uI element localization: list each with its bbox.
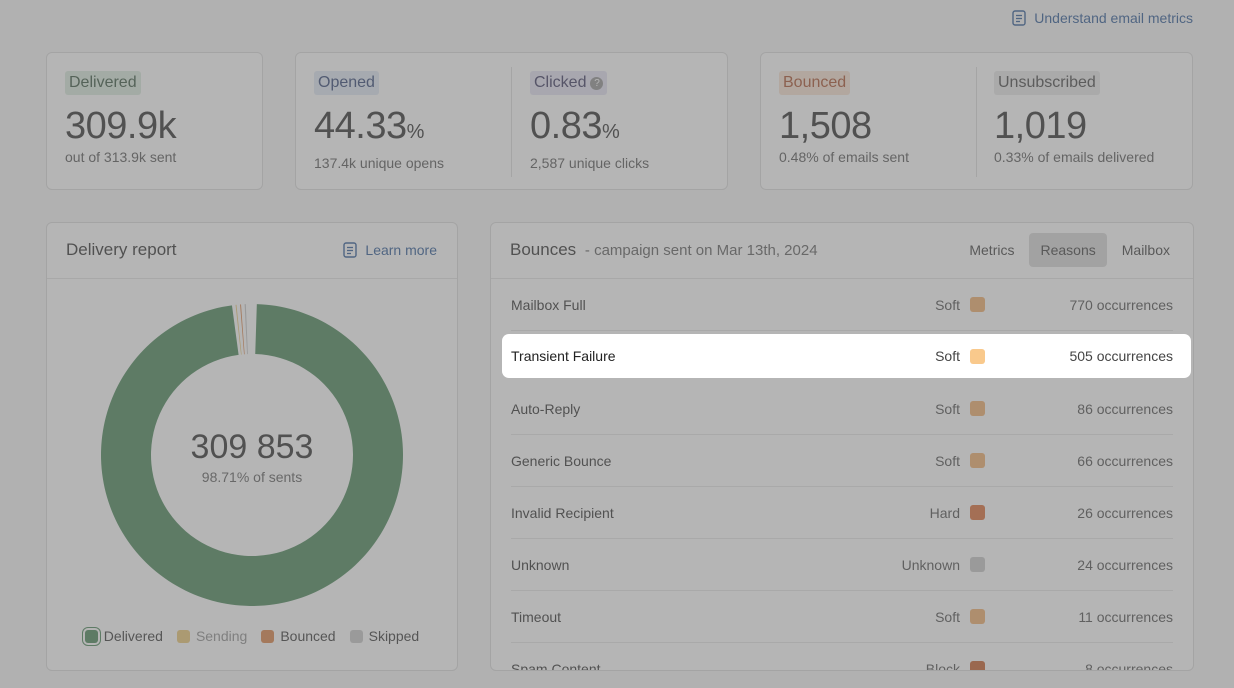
table-row[interactable]: Unknown Unknown 24 occurrences: [511, 539, 1173, 591]
bounces-header: Bounces - campaign sent on Mar 13th, 202…: [491, 223, 1193, 279]
row-reason: Timeout: [511, 608, 562, 625]
legend-label: Bounced: [280, 628, 336, 644]
delivery-report-panel: Delivery report Learn more 309 853 98.71…: [46, 222, 458, 671]
legend-item-delivered[interactable]: Delivered: [84, 628, 163, 644]
row-reason: Generic Bounce: [511, 452, 612, 469]
bounces-tabs: Metrics Reasons Mailbox: [958, 233, 1181, 267]
unsubscribed-value: 1,019: [994, 105, 1087, 147]
divider: [511, 67, 512, 177]
unsubscribed-sub: 0.33% of emails delivered: [994, 149, 1155, 165]
understand-metrics-label: Understand email metrics: [1034, 10, 1193, 26]
bounced-value: 1,508: [779, 105, 872, 147]
row-count: 8 occurrences: [1085, 660, 1173, 671]
legend-label: Sending: [195, 628, 248, 644]
delivered-sub: out of 313.9k sent: [65, 149, 177, 165]
row-reason: Mailbox Full: [511, 296, 586, 313]
table-row[interactable]: Spam Content Block 8 occurrences: [511, 643, 1173, 671]
row-reason: Transient Failure: [511, 348, 616, 364]
tab-reasons[interactable]: Reasons: [1029, 233, 1107, 267]
row-type-swatch: [970, 348, 985, 364]
bounces-subtitle: - campaign sent on Mar 13th, 2024: [584, 242, 818, 259]
row-type-swatch: [970, 401, 985, 416]
row-reason: Auto-Reply: [511, 400, 581, 417]
bounces-panel: Bounces - campaign sent on Mar 13th, 202…: [490, 222, 1194, 671]
row-count: 26 occurrences: [1077, 504, 1173, 521]
document-icon: [1012, 10, 1026, 26]
row-reason: Unknown: [511, 556, 570, 573]
row-type: Hard: [929, 504, 960, 521]
clicked-badge: Clicked?: [530, 71, 608, 95]
bounced-badge: Bounced: [779, 71, 851, 95]
row-count: 86 occurrences: [1077, 400, 1173, 417]
understand-metrics-link[interactable]: Understand email metrics: [1012, 10, 1193, 26]
donut-center-value: 309 853: [190, 428, 314, 466]
chart-legend: Delivered Sending Bounced Skipped: [47, 628, 457, 644]
legend-swatch: [261, 629, 275, 643]
clicked-value: 0.83%: [530, 105, 620, 147]
delivered-card: Delivered 309.9k out of 313.9k sent: [46, 52, 263, 190]
divider: [976, 67, 977, 177]
row-count: 24 occurrences: [1077, 556, 1173, 573]
legend-item-bounced[interactable]: Bounced: [261, 628, 336, 644]
row-type-swatch: [970, 661, 985, 670]
legend-item-sending[interactable]: Sending: [176, 628, 248, 644]
legend-swatch: [176, 629, 190, 643]
legend-label: Delivered: [103, 628, 163, 644]
clicked-sub: 2,587 unique clicks: [530, 155, 650, 171]
bounced-sub: 0.48% of emails sent: [779, 149, 909, 165]
legend-swatch: [349, 629, 363, 643]
row-type-swatch: [970, 609, 985, 624]
delivered-badge: Delivered: [65, 71, 141, 95]
row-type: Soft: [935, 608, 960, 625]
tab-mailbox[interactable]: Mailbox: [1121, 242, 1170, 258]
row-type: Soft: [935, 348, 960, 364]
row-type: Soft: [935, 296, 960, 313]
opened-sub: 137.4k unique opens: [314, 155, 444, 171]
row-type-swatch: [970, 505, 985, 520]
donut-center-sub: 98.71% of sents: [201, 469, 303, 485]
table-row[interactable]: Mailbox Full Soft 770 occurrences: [511, 279, 1173, 331]
help-icon[interactable]: ?: [590, 77, 604, 90]
opened-badge: Opened: [314, 71, 379, 95]
table-row[interactable]: Auto-Reply Soft 86 occurrences: [511, 383, 1173, 435]
delivered-value: 309.9k: [65, 105, 177, 147]
row-type: Block: [925, 660, 960, 671]
table-row[interactable]: Invalid Recipient Hard 26 occurrences: [511, 487, 1173, 539]
engagement-card: Opened 44.33% 137.4k unique opens Clicke…: [295, 52, 728, 190]
bounces-title: Bounces - campaign sent on Mar 13th, 202…: [510, 240, 818, 259]
row-type: Unknown: [901, 556, 960, 573]
donut-slice-skipped: [244, 304, 248, 355]
row-count: 505 occurrences: [1069, 348, 1173, 364]
row-type-swatch: [970, 453, 985, 468]
negative-card: Bounced 1,508 0.48% of emails sent Unsub…: [760, 52, 1193, 190]
row-type: Soft: [935, 452, 960, 469]
highlighted-row[interactable]: Transient Failure Soft 505 occurrences: [502, 334, 1191, 378]
row-count: 11 occurrences: [1078, 608, 1173, 625]
legend-item-skipped[interactable]: Skipped: [349, 628, 420, 644]
tab-metrics[interactable]: Metrics: [969, 242, 1015, 258]
legend-label: Skipped: [368, 628, 420, 644]
legend-swatch: [84, 629, 98, 643]
row-reason: Spam Content: [511, 660, 601, 671]
row-count: 770 occurrences: [1069, 296, 1173, 313]
row-count: 66 occurrences: [1077, 452, 1173, 469]
table-row[interactable]: Generic Bounce Soft 66 occurrences: [511, 435, 1173, 487]
row-type: Soft: [935, 400, 960, 417]
row-type-swatch: [970, 557, 985, 572]
row-type-swatch: [970, 297, 985, 312]
unsubscribed-badge: Unsubscribed: [994, 71, 1100, 95]
table-row[interactable]: Timeout Soft 11 occurrences: [511, 591, 1173, 643]
row-reason: Invalid Recipient: [511, 504, 614, 521]
opened-value: 44.33%: [314, 105, 424, 147]
